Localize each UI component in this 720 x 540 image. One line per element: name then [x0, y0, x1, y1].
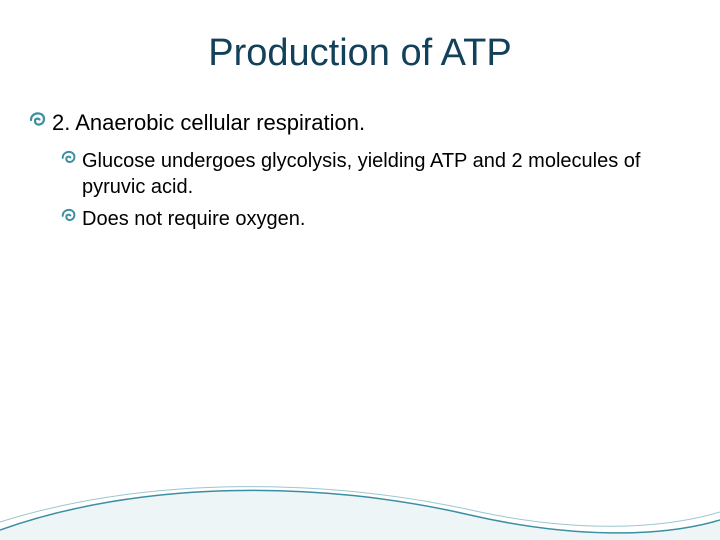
swirl-bullet-icon — [60, 148, 78, 170]
slide: Production of ATP 2. Anaerobic cellular … — [0, 0, 720, 540]
decorative-bottom-wave-icon — [0, 470, 720, 540]
bullet-1-1-text: Glucose undergoes glycolysis, yielding A… — [82, 148, 692, 200]
bullet-1-2-text: Does not require oxygen. — [82, 206, 305, 232]
bullet-1-text: 2. Anaerobic cellular respiration. — [52, 109, 365, 138]
swirl-bullet-icon — [60, 206, 78, 228]
slide-title: Production of ATP — [28, 32, 692, 75]
bullet-level1: 2. Anaerobic cellular respiration. — [28, 109, 692, 138]
swirl-bullet-icon — [28, 109, 48, 133]
bullet-level2: Does not require oxygen. — [60, 206, 692, 232]
bullet-level2: Glucose undergoes glycolysis, yielding A… — [60, 148, 692, 200]
